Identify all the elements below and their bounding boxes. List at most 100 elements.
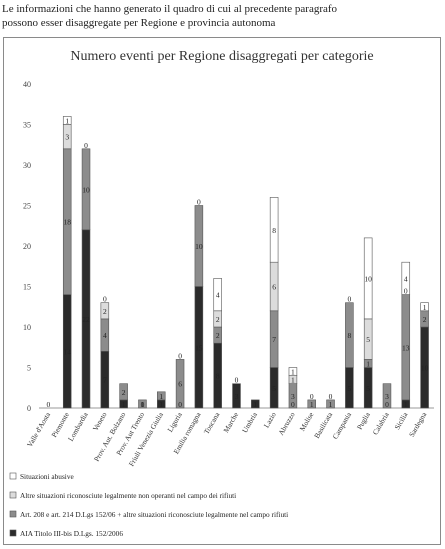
data-label: 8: [216, 372, 220, 381]
data-label: 2: [423, 315, 427, 324]
legend-swatch: [9, 529, 17, 537]
bar-segment: [401, 261, 411, 295]
data-label: 0: [235, 376, 239, 385]
category-label: Liguria: [165, 410, 184, 434]
data-label: 15: [195, 343, 203, 352]
data-label: 18: [63, 218, 71, 227]
data-label: 0: [197, 198, 201, 207]
category-label: Sardegna: [407, 410, 429, 439]
data-label: 1: [310, 400, 314, 409]
data-label: 1: [404, 400, 408, 409]
data-label: 0: [47, 400, 51, 409]
category-label: Calabria: [371, 410, 392, 437]
data-label: 2: [103, 307, 107, 316]
bar-segment: [100, 302, 110, 320]
data-label: 0: [141, 400, 145, 409]
data-label: 5: [366, 384, 370, 393]
bar-segment: [251, 399, 260, 409]
data-label: 5: [272, 384, 276, 393]
category-label: Marche: [221, 411, 240, 435]
bar-segment: [382, 383, 392, 409]
data-label: 1: [366, 359, 370, 368]
data-label: 0: [178, 400, 182, 409]
data-label: 10: [364, 274, 372, 283]
data-label: 13: [402, 343, 410, 352]
data-label: 3: [65, 133, 69, 142]
chart-legend: Situazioni abusive Altre situazioni ricon…: [9, 472, 288, 538]
data-label: 7: [103, 376, 107, 385]
data-label: 0: [385, 400, 389, 409]
data-label: 1: [159, 400, 163, 409]
data-label: 0: [291, 400, 295, 409]
caption-line-1: Le informazioni che hanno generato il qu…: [2, 3, 338, 15]
data-label: 2: [216, 315, 220, 324]
data-label: 0: [178, 351, 182, 360]
category-label: Umbria: [240, 410, 259, 434]
data-label: 10: [82, 185, 90, 194]
category-label: Sicilia: [392, 410, 409, 431]
data-label: 2: [122, 388, 126, 397]
category-label: Veneto: [91, 410, 109, 432]
data-label: 1: [65, 116, 69, 125]
bar-segment: [269, 197, 279, 263]
data-label: 1: [159, 392, 163, 401]
category-label: Valle d'Aosta: [25, 410, 53, 449]
y-tick-label: 5: [27, 364, 31, 373]
data-label: 2: [216, 331, 220, 340]
y-tick-label: 20: [23, 242, 31, 251]
data-label: 1: [291, 368, 295, 377]
data-label: 3: [235, 392, 239, 401]
data-label: 6: [272, 283, 276, 292]
caption-line-2: possono esser disaggregate per Regione e…: [2, 17, 276, 29]
data-label: 3: [291, 392, 295, 401]
y-tick-label: 0: [27, 404, 31, 413]
data-label: 1: [329, 400, 333, 409]
category-label: Abruzzo: [276, 410, 297, 437]
bar-segment: [288, 367, 298, 376]
data-label: 5: [347, 384, 351, 393]
data-label: 8: [272, 226, 276, 235]
data-label: 1: [122, 400, 126, 409]
legend-swatch: [9, 510, 17, 518]
bar-segment: [232, 383, 241, 409]
data-label: 6: [178, 380, 182, 389]
y-tick-label: 10: [23, 323, 31, 332]
data-label: 10: [195, 242, 203, 251]
bar-segment: [119, 383, 128, 401]
legend-entry: Altre situazioni riconosciute legalmente…: [20, 491, 236, 500]
legend-entry: AIA Titolo III-bis D.Lgs. 152/2006: [20, 529, 123, 538]
data-label: 1: [141, 400, 145, 409]
data-label: 0: [347, 295, 351, 304]
data-label: 0: [310, 392, 314, 401]
bar-segment: [194, 205, 204, 287]
data-label: 14: [63, 347, 71, 356]
data-label: 0: [84, 141, 88, 150]
bar-segment: [62, 116, 72, 125]
bar-segment: [420, 302, 429, 312]
legend-swatch: [9, 472, 17, 480]
y-tick-label: 15: [23, 283, 31, 292]
data-label: 10: [421, 364, 429, 373]
y-tick-label: 25: [23, 202, 31, 211]
bar-segment: [157, 391, 166, 401]
category-label: Friuli Venezia Giulia: [127, 410, 166, 468]
legend-entry: Situazioni abusive: [20, 472, 74, 481]
data-label: 8: [347, 331, 351, 340]
data-label: 4: [103, 331, 107, 340]
bar-segment: [363, 237, 373, 320]
data-label: 1: [253, 400, 257, 409]
chart-frame: Numero eventi per Regione disaggregati p…: [3, 37, 441, 545]
data-label: 1: [423, 303, 427, 312]
page-caption: Le informazioni che hanno generato il qu…: [2, 2, 442, 30]
bar-segment: [326, 399, 335, 409]
chart-bars: [62, 116, 429, 409]
bar-segment: [138, 399, 147, 409]
data-label: 0: [404, 287, 408, 296]
bar-segment: [175, 359, 185, 409]
category-label: Toscana: [202, 410, 222, 436]
data-label: 22: [82, 315, 90, 324]
y-tick-label: 40: [23, 80, 31, 89]
legend-swatch: [9, 491, 17, 499]
bar-segment: [213, 278, 222, 312]
